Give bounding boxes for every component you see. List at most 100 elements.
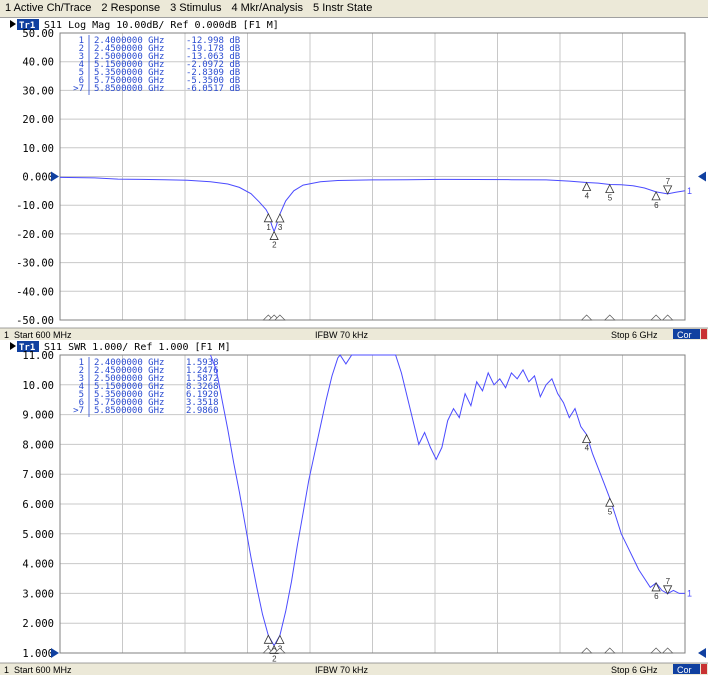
marker-table-num: 4 (79, 382, 84, 392)
marker-table-freq: 5.1500000 GHz (94, 382, 164, 392)
cor-badge (673, 329, 700, 339)
marker-3[interactable]: 3 (275, 213, 285, 232)
menu-bar: 1 Active Ch/Trace 2 Response 3 Stimulus 4 M… (0, 0, 708, 18)
grid (59, 32, 686, 321)
status-stop: Stop 6 GHz (611, 665, 658, 675)
marker-4[interactable]: 4 (581, 181, 592, 201)
plot-frame (59, 32, 686, 321)
y-tick-label: -10.00 (16, 200, 54, 212)
marker-label: 7 (666, 577, 671, 586)
marker-table: 1 2.4000000 GHz -12.998 dB 2 2.4500000 GHz -1… (73, 35, 240, 95)
status-cor[interactable]: Cor (677, 330, 692, 340)
y-tick-label: -50.00 (16, 315, 54, 327)
y-tick-label: 7.000 (22, 469, 54, 481)
y-tick-label: 9.000 (22, 410, 54, 422)
y-tick-label: 4.000 (22, 559, 54, 571)
marker-table-value: 8.3268 (186, 382, 219, 392)
y-tick-label: -30.00 (16, 258, 54, 270)
marker-triangle-icon (263, 212, 273, 223)
menu-item-4[interactable]: 4 Mkr/Analysis (231, 2, 304, 14)
y-tick-label: 2.000 (22, 618, 54, 630)
marker-table-freq: 5.7500000 GHz (94, 76, 164, 86)
marker-5[interactable]: 5 (605, 497, 615, 516)
marker-table-value: -6.0517 dB (186, 84, 240, 94)
marker-triangle-icon (662, 585, 673, 595)
marker-table-freq: 2.5000000 GHz (94, 374, 164, 384)
menu-item-5[interactable]: 5 Instr State (313, 2, 373, 14)
marker-7[interactable]: 7 (662, 577, 673, 595)
marker-triangle-icon (651, 190, 661, 201)
marker-6[interactable]: 6 (651, 190, 661, 210)
marker-table-num: 2 (79, 44, 84, 54)
marker-position-indicator-icon (274, 314, 286, 321)
y-tick-label: 3.000 (22, 588, 54, 600)
marker-table-num: 6 (79, 398, 84, 408)
marker-label: 3 (278, 223, 283, 232)
menu-item-3[interactable]: 3 Stimulus (170, 2, 222, 14)
marker-triangle-icon (275, 634, 285, 644)
marker-table-freq: 2.4000000 GHz (94, 358, 164, 368)
status-start: Start 600 MHz (14, 330, 72, 340)
marker-table-num: >7 (73, 84, 84, 94)
cor-badge (673, 664, 700, 674)
marker-table-value: -19.178 dB (186, 44, 240, 54)
chart-background (0, 340, 708, 675)
marker-table-num: 2 (79, 366, 84, 376)
marker-1[interactable]: 1 (263, 212, 273, 232)
marker-table-freq: 2.5000000 GHz (94, 52, 164, 62)
marker-triangle-icon (581, 181, 592, 191)
ref-level-right-arrow-icon (698, 171, 706, 182)
trace-header-strip (8, 18, 708, 30)
trace-tag[interactable]: Tr1 (19, 21, 35, 31)
marker-triangle-icon (605, 183, 615, 194)
trace-end-label: 1 (687, 186, 692, 196)
marker-table-freq: 2.4500000 GHz (94, 44, 164, 54)
marker-table-value: 6.1920 (186, 390, 219, 400)
trace-end-label: 1 (687, 588, 692, 598)
marker-label: 4 (585, 192, 590, 201)
marker-table-value: 1.2476 (186, 366, 219, 376)
marker-table-value: -13.063 dB (186, 52, 240, 62)
status-stop: Stop 6 GHz (611, 330, 658, 340)
y-tick-label: 0.000 (22, 172, 54, 184)
marker-position-indicator-icon (274, 647, 286, 654)
marker-5[interactable]: 5 (605, 183, 615, 203)
marker-table-num: 3 (79, 52, 84, 62)
marker-table-num: 5 (79, 68, 84, 78)
status-start: Start 600 MHz (14, 665, 72, 675)
marker-7[interactable]: 7 (662, 177, 673, 195)
status-bar (0, 663, 708, 675)
trace-header-text: S11 Log Mag 10.00dB/ Ref 0.000dB [F1 M] (44, 20, 279, 31)
marker-table-value: 1.5938 (186, 358, 219, 368)
marker-triangle-icon (275, 213, 285, 223)
marker-triangle-icon (263, 634, 273, 644)
trace-tag-box (17, 341, 39, 352)
marker-table-value: -5.3500 dB (186, 76, 240, 86)
trace-tag[interactable]: Tr1 (19, 343, 35, 353)
ref-level-left-arrow-icon (51, 648, 59, 658)
marker-table-num: 4 (79, 60, 84, 70)
menu-item-1[interactable]: 1 Active Ch/Trace (5, 2, 92, 14)
marker-table-value: -12.998 dB (186, 36, 240, 46)
marker-position-indicator-icon (650, 314, 662, 321)
marker-triangle-icon (651, 582, 661, 592)
marker-4[interactable]: 4 (581, 433, 592, 453)
y-tick-label: 40.00 (22, 57, 54, 69)
marker-table-value: 1.5872 (186, 374, 219, 384)
marker-table-freq: 5.8500000 GHz (94, 406, 164, 416)
marker-table-num: 1 (79, 36, 84, 46)
marker-table-freq: 5.8500000 GHz (94, 84, 164, 94)
status-channel: 1 (4, 665, 9, 675)
marker-6[interactable]: 6 (651, 582, 661, 601)
log-mag-chart: Tr1 S11 Log Mag 10.00dB/ Ref 0.000dB [F1 … (0, 18, 708, 340)
y-tick-label: 10.00 (22, 143, 54, 155)
trace-header-strip (8, 340, 708, 352)
status-indicator (701, 329, 707, 339)
y-tick-label: 8.000 (22, 439, 54, 451)
status-cor[interactable]: Cor (677, 665, 692, 675)
y-tick-label: -40.00 (16, 286, 54, 298)
marker-2[interactable]: 2 (269, 230, 279, 250)
marker-label: 5 (608, 194, 613, 203)
menu-item-2[interactable]: 2 Response (101, 2, 161, 14)
marker-position-indicator-icon (603, 314, 616, 321)
